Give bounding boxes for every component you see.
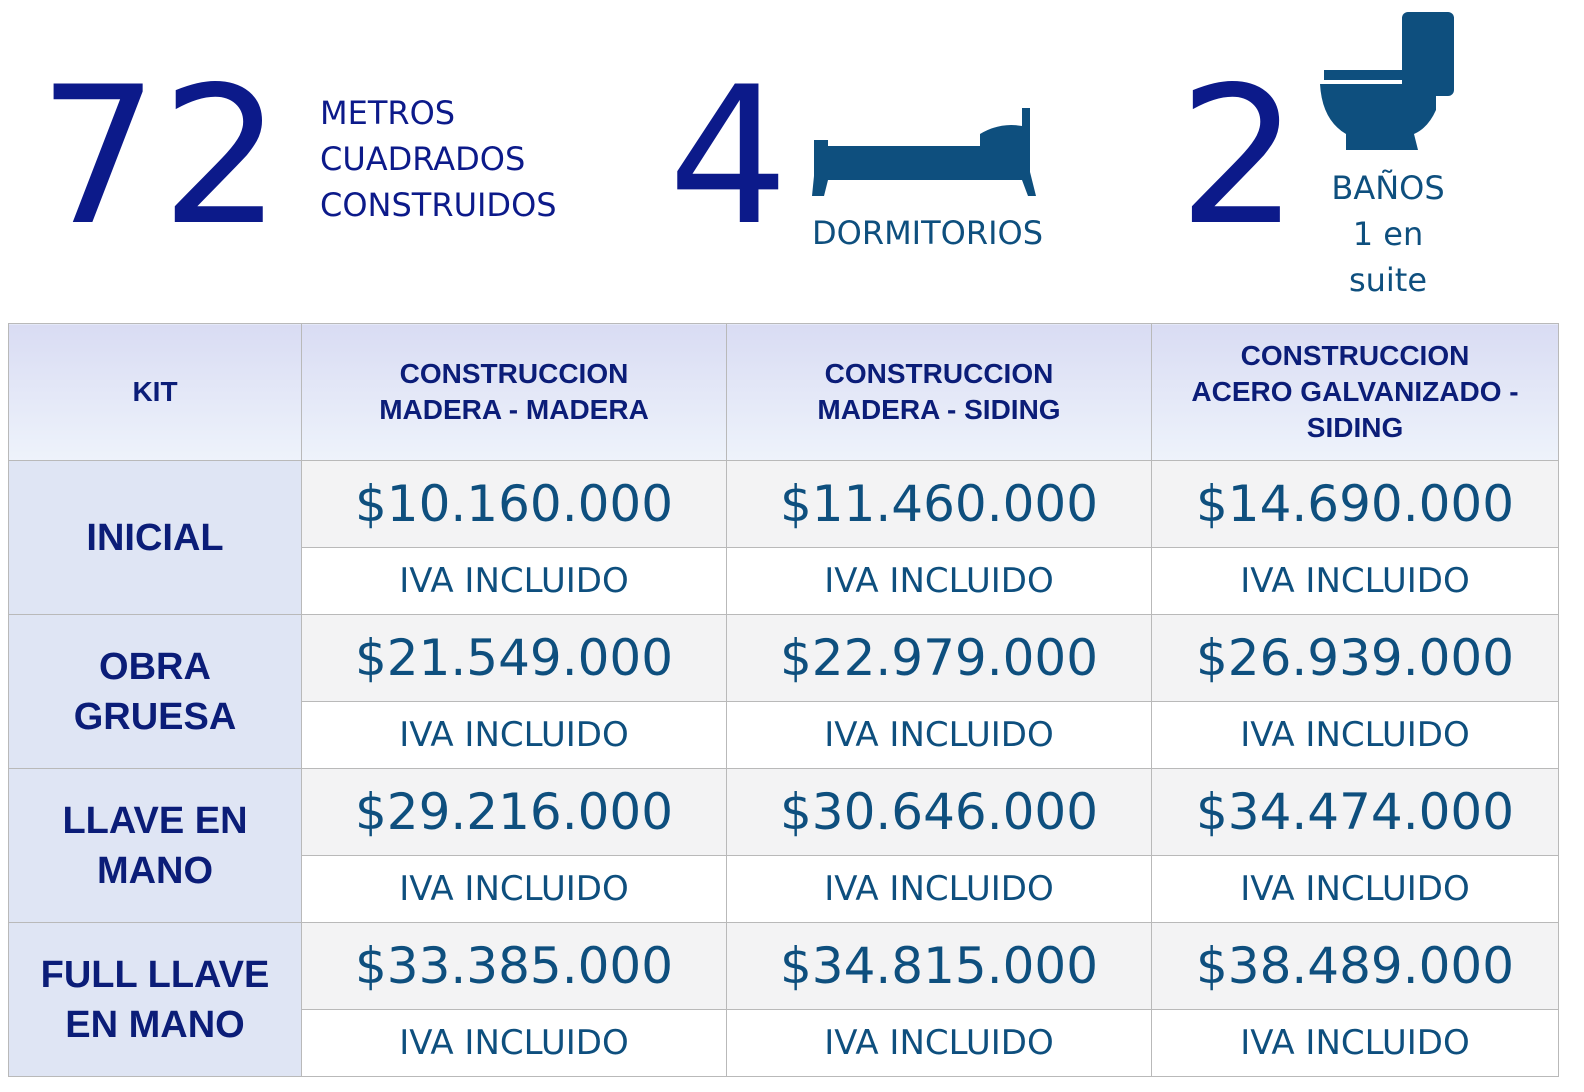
price-value: $21.549.000 [301, 614, 727, 702]
iva-note: IVA INCLUIDO [726, 701, 1152, 769]
price-value: $34.815.000 [726, 922, 1152, 1010]
area-label-line: CONSTRUIDOS [320, 186, 557, 224]
iva-note: IVA INCLUIDO [301, 1009, 727, 1077]
price-value: $33.385.000 [301, 922, 727, 1010]
area-label-line: METROS [320, 94, 456, 132]
bedrooms-label: DORMITORIOS [812, 214, 1044, 252]
kit-name: FULL LLAVE EN MANO [8, 922, 302, 1077]
kit-name: OBRA GRUESA [8, 614, 302, 769]
area-value: 72 [38, 46, 284, 267]
table-row: OBRA GRUESA $21.549.000 $22.979.000 $26.… [8, 614, 1559, 769]
iva-note: IVA INCLUIDO [1151, 855, 1559, 923]
toilet-icon [1320, 12, 1454, 150]
table-row: IVA INCLUIDO IVA INCLUIDO IVA INCLUIDO [9, 547, 1559, 615]
iva-note: IVA INCLUIDO [1151, 547, 1559, 615]
table-row: LLAVE EN MANO $29.216.000 $30.646.000 $3… [8, 768, 1559, 923]
kit-name: LLAVE EN MANO [8, 768, 302, 923]
bathrooms-label-line: BAÑOS [1331, 169, 1445, 207]
area-label-line: CUADRADOS [320, 140, 526, 178]
price-value: $26.939.000 [1151, 614, 1559, 702]
price-table: KIT CONSTRUCCION MADERA - MADERA CONSTRU… [8, 323, 1559, 1077]
price-value: $30.646.000 [726, 768, 1152, 856]
iva-note: IVA INCLUIDO [301, 701, 727, 769]
table-row: IVA INCLUIDO IVA INCLUIDO IVA INCLUIDO [9, 855, 1559, 923]
header-madera-siding: CONSTRUCCION MADERA - SIDING [726, 323, 1152, 461]
table-row: IVA INCLUIDO IVA INCLUIDO IVA INCLUIDO [9, 1009, 1559, 1077]
price-value: $22.979.000 [726, 614, 1152, 702]
table-row: INICIAL $10.160.000 $11.460.000 $14.690.… [8, 460, 1559, 615]
iva-note: IVA INCLUIDO [301, 855, 727, 923]
iva-note: IVA INCLUIDO [726, 855, 1152, 923]
table-row: FULL LLAVE EN MANO $33.385.000 $34.815.0… [8, 922, 1559, 1077]
price-value: $14.690.000 [1151, 460, 1559, 548]
price-value: $11.460.000 [726, 460, 1152, 548]
iva-note: IVA INCLUIDO [726, 547, 1152, 615]
kit-name: INICIAL [8, 460, 302, 615]
bathrooms-label: BAÑOS 1 en suite [1318, 165, 1458, 303]
price-value: $29.216.000 [301, 768, 727, 856]
iva-note: IVA INCLUIDO [1151, 701, 1559, 769]
iva-note: IVA INCLUIDO [1151, 1009, 1559, 1077]
header-madera-madera: CONSTRUCCION MADERA - MADERA [301, 323, 727, 461]
header-acero-siding: CONSTRUCCION ACERO GALVANIZADO - SIDING [1151, 323, 1559, 461]
price-value: $38.489.000 [1151, 922, 1559, 1010]
bed-icon [812, 108, 1036, 196]
bathrooms-label-line: suite [1348, 261, 1428, 299]
bathrooms-label-line: 1 en [1352, 215, 1424, 253]
bathrooms-value: 2 [1178, 46, 1299, 267]
price-value: $10.160.000 [301, 460, 727, 548]
price-value: $34.474.000 [1151, 768, 1559, 856]
area-label: METROS CUADRADOS CONSTRUIDOS [320, 90, 557, 228]
header-kit: KIT [8, 323, 302, 461]
iva-note: IVA INCLUIDO [301, 547, 727, 615]
iva-note: IVA INCLUIDO [726, 1009, 1152, 1077]
table-row: IVA INCLUIDO IVA INCLUIDO IVA INCLUIDO [9, 701, 1559, 769]
table-header-row: KIT CONSTRUCCION MADERA - MADERA CONSTRU… [8, 323, 1559, 461]
bedrooms-value: 4 [668, 46, 789, 267]
